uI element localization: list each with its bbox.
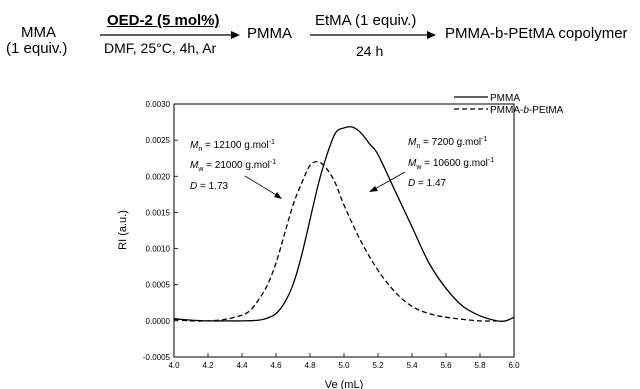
intermediate-name: PMMA	[247, 25, 292, 42]
annotation-pmma-mw: Mw = 10600 g.mol-1	[408, 157, 494, 171]
step1-catalyst: OED-2 (5 mol%)	[107, 12, 220, 29]
x-axis-label: Ve (mL)	[325, 379, 364, 389]
y-tick-label: 0.0025	[146, 136, 171, 145]
scheme-arrows	[100, 31, 436, 39]
annotation-copolymer-pointer	[244, 175, 279, 197]
legend-label-copolymer: PMMA-b-PEtMA	[490, 105, 564, 116]
x-tick-label: 5.4	[406, 361, 418, 370]
y-tick-label: 0.0000	[146, 317, 171, 326]
legend: PMMA PMMA-b-PEtMA	[454, 93, 564, 116]
reactant-name: MMA	[21, 24, 56, 41]
y-tick-label: -0.0005	[143, 353, 171, 362]
annotation-pmma: Mn = 7200 g.mol-1 Mw = 10600 g.mol-1 D =…	[369, 136, 494, 192]
annotation-copolymer-mn: Mn = 12100 g.mol-1	[190, 139, 275, 153]
x-tick-label: 5.2	[372, 361, 384, 370]
arrow-step2	[310, 31, 436, 39]
annotation-copolymer-mw: Mw = 21000 g.mol-1	[190, 159, 276, 173]
annotation-pmma-mn: Mn = 7200 g.mol-1	[408, 136, 487, 150]
x-tick-label: 5.6	[440, 361, 452, 370]
x-tick-label: 5.8	[474, 361, 486, 370]
series-line-copolymer	[173, 160, 498, 322]
y-tick-label: 0.0010	[146, 245, 171, 254]
x-tick-label: 4.6	[270, 361, 282, 370]
step2-reagent: EtMA (1 equiv.)	[315, 12, 417, 29]
y-tick-label: 0.0005	[146, 281, 171, 290]
x-axis: 4.0 4.2 4.4 4.6 4.8 5.0 5.2 5.4 5.6 5.8 6.0	[168, 353, 520, 370]
y-tick-label: 0.0015	[146, 208, 171, 217]
annotation-copolymer-d: D = 1.73	[190, 181, 229, 192]
y-axis-label: RI (a.u.)	[117, 210, 129, 250]
series-line-pmma	[173, 126, 515, 323]
product-name: PMMA-b-PEtMA copolymer	[445, 25, 628, 42]
x-tick-label: 5.0	[338, 361, 350, 370]
annotation-pmma-pointer	[372, 171, 406, 191]
x-tick-label: 4.0	[168, 361, 180, 370]
annotation-pmma-arrowhead	[369, 186, 378, 192]
reactant-equiv: (1 equiv.)	[6, 40, 68, 57]
y-tick-label: 0.0030	[146, 100, 171, 109]
y-axis: -0.0005 0.0000 0.0005 0.0010 0.0015 0.0020 0.0…	[143, 100, 178, 362]
step2-time: 24 h	[356, 43, 384, 59]
annotation-copolymer: Mn = 12100 g.mol-1 Mw = 21000 g.mol-1 D …	[190, 139, 282, 199]
legend-label-pmma: PMMA	[490, 93, 520, 104]
x-tick-label: 6.0	[508, 361, 520, 370]
arrow-step1	[100, 31, 240, 39]
x-tick-label: 4.2	[202, 361, 214, 370]
x-tick-label: 4.8	[304, 361, 316, 370]
annotation-pmma-d: D = 1.47	[408, 178, 447, 189]
annotation-copolymer-arrowhead	[274, 192, 282, 199]
reaction-scheme: MMA (1 equiv.) OED-2 (5 mol%) DMF, 25°C,…	[0, 0, 640, 70]
series-layer	[173, 126, 515, 323]
y-tick-label: 0.0020	[146, 172, 171, 181]
x-tick-label: 4.4	[236, 361, 248, 370]
step1-conditions: DMF, 25°C, 4h, Ar	[104, 40, 217, 56]
